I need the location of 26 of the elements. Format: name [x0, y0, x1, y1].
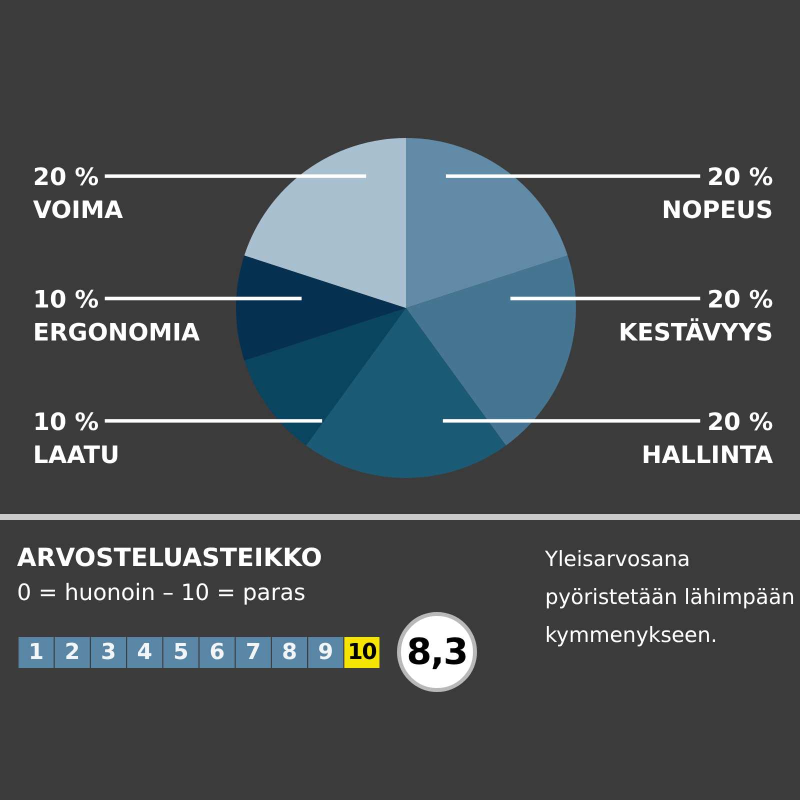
- data-label: 7: [246, 640, 261, 666]
- data-label: 4: [137, 640, 152, 666]
- data-label: 2: [64, 640, 80, 666]
- data-label: 20 %: [707, 163, 773, 192]
- slice-label: KESTÄVYYS: [618, 317, 773, 346]
- text: Yleisarvosana pyöristetään lähimpään kymmenykseen.: [545, 546, 796, 649]
- data-label: 8: [282, 640, 298, 666]
- data-label: 20 %: [707, 408, 773, 436]
- slice-label: LAATU: [33, 440, 120, 469]
- data-label: 20 %: [33, 163, 99, 192]
- data-label: 5: [173, 640, 189, 666]
- data-label: 10 %: [33, 408, 99, 436]
- data-label: 10 %: [33, 285, 99, 314]
- slice-label: VOIMA: [33, 196, 124, 224]
- data-label: 20 %: [707, 285, 773, 314]
- data-label: 10: [348, 640, 377, 666]
- data-label: 6: [209, 640, 225, 666]
- data-label: 9: [318, 640, 334, 666]
- slice-label: ERGONOMIA: [33, 318, 200, 346]
- data-label: 1: [28, 640, 44, 666]
- slice-label: HALLINTA: [642, 440, 774, 469]
- chart-subtitle: 0 = huonoin – 10 = paras: [17, 580, 306, 606]
- data-label: 3: [100, 640, 116, 666]
- text: 8,3: [406, 632, 468, 672]
- chart-title: ARVOSTELUASTEIKKO: [17, 543, 322, 573]
- slice-label: NOPEUS: [662, 196, 773, 224]
